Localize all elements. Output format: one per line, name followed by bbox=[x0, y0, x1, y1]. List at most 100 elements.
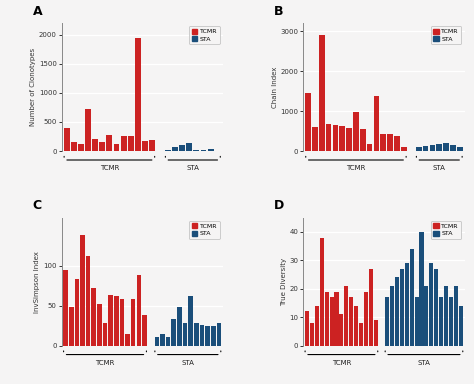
Text: STA: STA bbox=[418, 360, 430, 366]
Bar bbox=[437, 144, 442, 151]
Bar bbox=[319, 238, 324, 346]
Y-axis label: InvSimpson Index: InvSimpson Index bbox=[35, 251, 40, 313]
Bar bbox=[444, 286, 448, 346]
Bar bbox=[416, 147, 421, 151]
Text: TCMR: TCMR bbox=[332, 360, 351, 366]
Bar bbox=[339, 126, 345, 151]
Bar bbox=[424, 286, 428, 346]
Bar bbox=[217, 323, 221, 346]
Bar bbox=[454, 286, 458, 346]
Legend: TCMR, STA: TCMR, STA bbox=[431, 26, 461, 44]
Bar bbox=[91, 288, 96, 346]
Bar bbox=[211, 326, 216, 346]
Bar bbox=[439, 297, 443, 346]
Bar bbox=[429, 146, 435, 151]
Legend: TCMR, STA: TCMR, STA bbox=[189, 221, 219, 239]
Bar bbox=[374, 96, 379, 151]
Bar bbox=[315, 306, 319, 346]
Bar bbox=[381, 134, 386, 151]
Bar bbox=[86, 256, 91, 346]
Bar bbox=[459, 306, 463, 346]
Bar bbox=[172, 319, 176, 346]
Bar bbox=[92, 139, 98, 151]
Bar bbox=[194, 323, 199, 346]
Bar bbox=[165, 150, 171, 151]
Bar bbox=[423, 146, 428, 151]
Bar bbox=[74, 279, 79, 346]
Y-axis label: True Diversity: True Diversity bbox=[281, 258, 287, 306]
Bar bbox=[364, 291, 368, 346]
Bar bbox=[177, 307, 182, 346]
Bar bbox=[172, 147, 178, 151]
Bar bbox=[434, 269, 438, 346]
Bar bbox=[367, 144, 373, 151]
Bar bbox=[325, 291, 328, 346]
Bar bbox=[310, 323, 314, 346]
Bar bbox=[346, 128, 352, 151]
Text: D: D bbox=[274, 199, 284, 212]
Bar bbox=[137, 275, 141, 346]
Bar bbox=[201, 150, 207, 151]
Bar bbox=[312, 127, 318, 151]
Bar bbox=[401, 147, 407, 151]
Bar bbox=[395, 277, 399, 346]
Bar bbox=[400, 269, 404, 346]
Bar bbox=[354, 306, 358, 346]
Bar bbox=[360, 129, 365, 151]
Bar bbox=[359, 323, 363, 346]
Bar bbox=[100, 142, 105, 151]
Bar bbox=[64, 128, 70, 151]
Bar bbox=[449, 297, 453, 346]
Bar bbox=[305, 311, 309, 346]
Bar bbox=[410, 249, 414, 346]
Bar bbox=[208, 149, 214, 151]
Bar bbox=[339, 314, 344, 346]
Bar bbox=[405, 263, 409, 346]
Bar bbox=[142, 141, 148, 151]
Bar bbox=[182, 323, 187, 346]
Legend: TCMR, STA: TCMR, STA bbox=[189, 26, 219, 44]
Y-axis label: Number of Clonotypes: Number of Clonotypes bbox=[30, 48, 36, 126]
Bar bbox=[326, 124, 331, 151]
Text: TCMR: TCMR bbox=[100, 165, 119, 171]
Bar bbox=[193, 150, 200, 151]
Bar bbox=[450, 146, 456, 151]
Bar bbox=[85, 109, 91, 151]
Bar bbox=[125, 334, 130, 346]
Bar bbox=[119, 299, 124, 346]
Bar bbox=[457, 147, 463, 151]
Legend: TCMR, STA: TCMR, STA bbox=[431, 221, 461, 239]
Bar bbox=[419, 232, 424, 346]
Bar bbox=[305, 93, 311, 151]
Bar bbox=[443, 144, 449, 151]
Bar bbox=[319, 35, 325, 151]
Bar bbox=[374, 320, 378, 346]
Bar bbox=[186, 143, 192, 151]
Text: TCMR: TCMR bbox=[346, 165, 365, 171]
Bar bbox=[166, 337, 171, 346]
Bar bbox=[390, 286, 394, 346]
Bar bbox=[353, 112, 359, 151]
Bar bbox=[131, 299, 136, 346]
Bar bbox=[121, 136, 127, 151]
Text: B: B bbox=[274, 5, 284, 18]
Bar bbox=[160, 334, 165, 346]
Bar bbox=[78, 144, 84, 151]
Bar bbox=[69, 307, 73, 346]
Bar bbox=[128, 136, 134, 151]
Bar bbox=[349, 297, 353, 346]
Bar bbox=[200, 325, 204, 346]
Bar bbox=[114, 296, 118, 346]
Bar bbox=[142, 315, 147, 346]
Bar bbox=[335, 291, 338, 346]
Bar bbox=[333, 125, 338, 151]
Bar bbox=[188, 296, 193, 346]
Text: C: C bbox=[33, 199, 42, 212]
Bar bbox=[103, 323, 107, 346]
Bar bbox=[97, 304, 102, 346]
Bar bbox=[385, 297, 389, 346]
Text: A: A bbox=[33, 5, 42, 18]
Bar bbox=[344, 286, 348, 346]
Bar bbox=[205, 326, 210, 346]
Y-axis label: Chain Index: Chain Index bbox=[272, 66, 278, 108]
